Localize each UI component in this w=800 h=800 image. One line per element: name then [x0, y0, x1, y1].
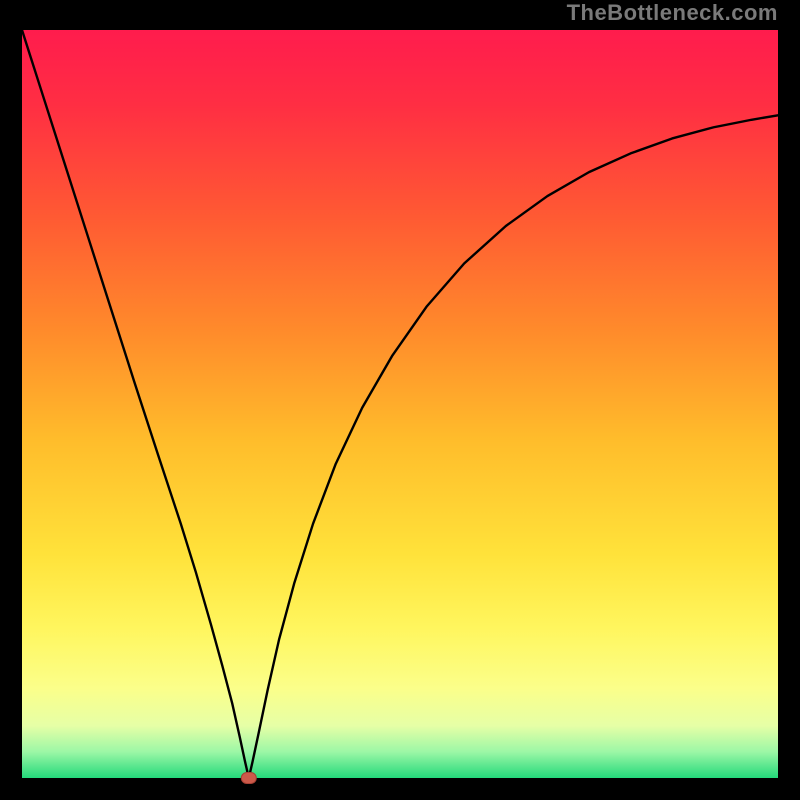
watermark-text: TheBottleneck.com — [567, 0, 778, 26]
chart-stage: TheBottleneck.com — [0, 0, 800, 800]
bottleneck-chart-svg — [0, 0, 800, 800]
optimum-marker-icon — [241, 773, 256, 784]
